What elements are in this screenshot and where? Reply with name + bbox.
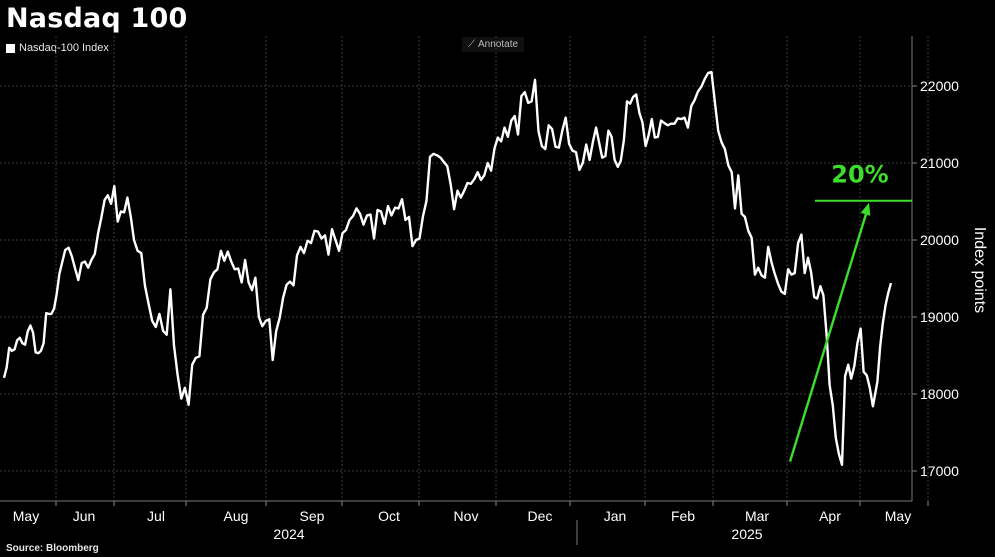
x-tick-label-8: Jan bbox=[604, 508, 627, 524]
grid-lines bbox=[0, 36, 929, 501]
year-labels: 2024 2025 bbox=[273, 526, 762, 542]
y-tick-label-3: 20000 bbox=[920, 232, 959, 248]
x-tick-label-3: Aug bbox=[224, 508, 249, 524]
x-tick-label-7: Dec bbox=[528, 508, 553, 524]
y-axis-label: Index points bbox=[971, 227, 988, 313]
annotation-arrow-line bbox=[788, 210, 869, 462]
x-tick-label-6: Nov bbox=[454, 508, 479, 524]
y-tick-label-4: 21000 bbox=[920, 155, 959, 171]
x-tick-label-2: Jul bbox=[147, 508, 165, 524]
legend-swatch bbox=[6, 43, 15, 53]
year-label-0: 2024 bbox=[273, 526, 304, 542]
y-tick-label-1: 18000 bbox=[920, 386, 959, 402]
x-tick-label-0: May bbox=[13, 508, 39, 524]
annotate-label: Annotate bbox=[478, 39, 519, 50]
y-tick-label-0: 17000 bbox=[920, 463, 959, 479]
annotation-arrow-head bbox=[860, 202, 871, 216]
pencil-icon: ⟋ bbox=[468, 39, 475, 50]
source-note: Source: Bloomberg bbox=[6, 543, 99, 554]
legend-label: Nasdaq-100 Index bbox=[19, 42, 109, 54]
x-tick-label-11: Apr bbox=[819, 508, 841, 524]
year-label-1: 2025 bbox=[731, 526, 762, 542]
chart-title: Nasdaq 100 bbox=[6, 3, 188, 34]
x-tick-label-4: Sep bbox=[300, 508, 325, 524]
series-line-nasdaq-100 bbox=[2, 70, 893, 466]
x-axis-ticks: May Jun Jul Aug Sep Oct Nov Dec Jan Feb Mar Apr May bbox=[13, 501, 929, 524]
annotation-percent-label: 20% bbox=[831, 161, 888, 189]
y-tick-label-5: 22000 bbox=[920, 78, 959, 94]
annotate-button[interactable]: ⟋ Annotate bbox=[462, 37, 525, 52]
x-tick-label-9: Feb bbox=[671, 508, 695, 524]
legend[interactable]: Nasdaq-100 Index bbox=[6, 42, 109, 54]
x-tick-label-5: Oct bbox=[378, 508, 400, 524]
y-tick-label-2: 19000 bbox=[920, 309, 959, 325]
y-axis-ticks: 17000 18000 19000 20000 21000 22000 bbox=[912, 78, 959, 479]
x-tick-label-1: Jun bbox=[73, 508, 96, 524]
x-tick-label-12: May bbox=[885, 508, 911, 524]
x-tick-label-10: Mar bbox=[745, 508, 769, 524]
